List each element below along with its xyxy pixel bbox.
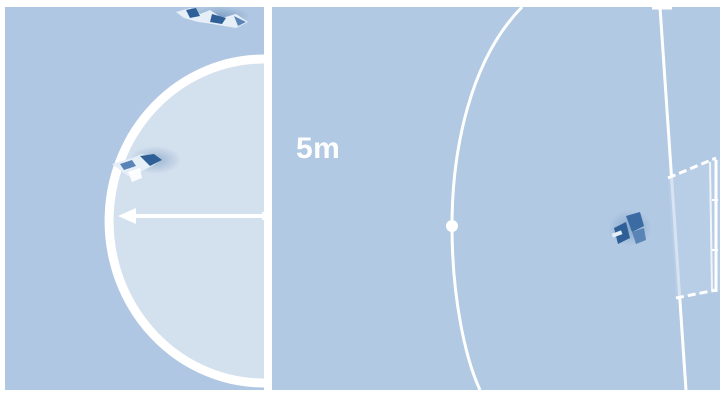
player-figure-icon — [176, 6, 250, 28]
goal-net-icon — [667, 156, 720, 300]
semicircle-zone — [109, 59, 264, 383]
goalkeeper-figure-icon — [608, 210, 652, 246]
panel-divider — [264, 7, 272, 390]
arc-dot — [446, 220, 458, 232]
distance-label: 5m — [296, 132, 341, 165]
semicircle-line — [104, 54, 265, 388]
goal-area-arc — [450, 5, 524, 391]
right-panel — [272, 7, 720, 390]
player-figure-icon — [112, 146, 181, 182]
arrow-left-icon — [118, 208, 271, 224]
